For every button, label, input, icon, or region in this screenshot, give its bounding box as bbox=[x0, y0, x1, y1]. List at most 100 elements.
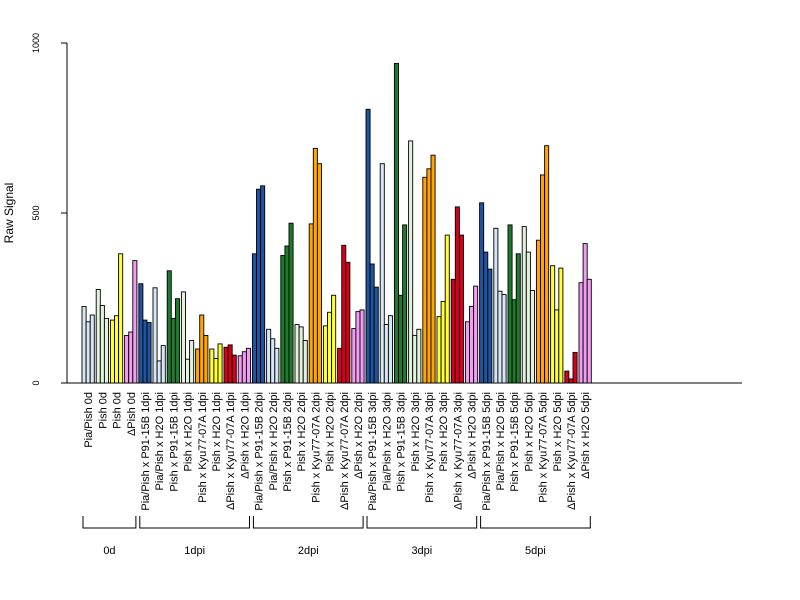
group-bracket bbox=[139, 516, 250, 529]
x-tick-label: Pia/Pish x P91-15B 3dpi bbox=[367, 392, 379, 511]
x-tick-label: Pish x H2O 2dpi bbox=[325, 392, 337, 471]
bar bbox=[582, 243, 588, 384]
x-tick-label: ΔPish x H2O 5dpi bbox=[580, 392, 592, 479]
group-bracket bbox=[480, 516, 591, 529]
bar bbox=[95, 289, 101, 384]
bar bbox=[440, 300, 446, 384]
bar bbox=[355, 311, 361, 384]
bar bbox=[529, 290, 535, 384]
bar bbox=[422, 176, 428, 384]
bar bbox=[185, 358, 191, 384]
bar bbox=[387, 315, 393, 384]
bar bbox=[256, 188, 262, 384]
bar bbox=[288, 222, 294, 384]
x-tick-label: ΔPish x Kyu77-07A 3dpi bbox=[452, 392, 464, 510]
bar bbox=[316, 163, 322, 384]
x-tick-label: Pish x P91-15B 5dpi bbox=[509, 392, 521, 492]
bar bbox=[81, 306, 87, 384]
bar bbox=[444, 234, 450, 384]
y-tick-label: 0 bbox=[31, 380, 41, 385]
bar bbox=[479, 202, 485, 384]
bars bbox=[81, 62, 592, 384]
bar bbox=[231, 354, 237, 384]
y-tick-label: 1000 bbox=[31, 33, 41, 53]
x-tick-label: Pish x Kyu77-07A 3dpi bbox=[424, 392, 436, 503]
bar bbox=[458, 234, 464, 384]
bar bbox=[189, 340, 195, 384]
bar bbox=[132, 260, 138, 384]
x-tick-label: Pish x H2O 1dpi bbox=[211, 392, 223, 471]
bar bbox=[359, 309, 365, 384]
group-label: 5dpi bbox=[525, 545, 546, 557]
bar bbox=[274, 347, 280, 384]
bar bbox=[156, 360, 162, 384]
y-ticks: 0 500 1000 bbox=[31, 33, 67, 386]
bar bbox=[586, 278, 592, 384]
x-tick-label: Pish x Kyu77-07A 2dpi bbox=[310, 392, 322, 503]
x-tick-labels: Pia/Pish 0d Pish 0d Pish 0d ΔPish 0d Pia/Pis… bbox=[83, 392, 592, 511]
bar bbox=[416, 328, 422, 384]
bar bbox=[550, 265, 556, 384]
bar bbox=[521, 226, 527, 384]
bar bbox=[294, 324, 300, 384]
x-tick-label: Pish x H2O 5dpi bbox=[552, 392, 564, 471]
bar bbox=[572, 351, 578, 384]
bar bbox=[464, 321, 470, 384]
y-tick-label: 500 bbox=[31, 205, 41, 220]
bar bbox=[109, 319, 115, 384]
bar bbox=[473, 285, 479, 384]
bar bbox=[379, 163, 385, 384]
x-tick-label: Pish x P91-15B 2dpi bbox=[282, 392, 294, 492]
x-tick-label: Pia/Pish x P91-15B 1dpi bbox=[140, 392, 152, 511]
bar bbox=[245, 347, 251, 384]
x-tick-label: Pish x P91-15B 1dpi bbox=[168, 392, 180, 492]
bar bbox=[507, 224, 513, 384]
bar bbox=[213, 358, 219, 384]
x-tick-label: Pish x H2O 5dpi bbox=[523, 392, 535, 471]
bar bbox=[180, 291, 186, 384]
bar bbox=[564, 370, 570, 384]
bar bbox=[280, 255, 286, 384]
bar bbox=[195, 348, 201, 384]
bar bbox=[398, 294, 404, 384]
bar bbox=[227, 344, 233, 384]
bar bbox=[497, 290, 503, 384]
x-tick-label: Pish x H2O 2dpi bbox=[296, 392, 308, 471]
bar bbox=[302, 340, 308, 384]
bar bbox=[160, 345, 166, 384]
group-bracket bbox=[366, 516, 478, 529]
bar bbox=[174, 298, 180, 384]
y-axis-label: Raw Signal bbox=[2, 183, 16, 244]
bar bbox=[260, 185, 266, 384]
bar bbox=[351, 328, 357, 384]
bar bbox=[515, 253, 521, 384]
x-tick-label: Pia/Pish x H2O 1dpi bbox=[154, 392, 166, 490]
bar bbox=[308, 223, 314, 384]
bar bbox=[540, 174, 546, 384]
bar bbox=[383, 324, 389, 384]
group-brackets: 0d 1dpi 2dpi 3dpi 5dpi bbox=[82, 516, 591, 557]
bar bbox=[322, 325, 328, 384]
bar bbox=[436, 316, 442, 384]
bar bbox=[544, 145, 550, 384]
x-tick-label: ΔPish x H2O 1dpi bbox=[239, 392, 251, 479]
bar bbox=[142, 319, 148, 384]
bar bbox=[493, 227, 499, 384]
bar bbox=[525, 251, 531, 384]
bar bbox=[166, 270, 172, 384]
bar bbox=[412, 334, 418, 384]
bar bbox=[373, 286, 379, 384]
bar bbox=[469, 306, 475, 384]
x-tick-label: Pia/Pish x P91-15B 2dpi bbox=[254, 392, 266, 511]
x-tick-label: Pia/Pish x H2O 3dpi bbox=[381, 392, 393, 490]
bar bbox=[487, 268, 493, 384]
bar bbox=[170, 317, 176, 384]
bar bbox=[345, 261, 351, 384]
x-tick-label: ΔPish x Kyu77-07A 1dpi bbox=[225, 392, 237, 510]
bar bbox=[89, 314, 95, 384]
x-tick-label: Pish 0d bbox=[97, 392, 109, 429]
bar bbox=[430, 154, 436, 384]
x-tick-label: Pish 0d bbox=[112, 392, 124, 429]
bar bbox=[146, 322, 152, 384]
x-tick-label: Pia/Pish x P91-15B 5dpi bbox=[481, 392, 493, 511]
